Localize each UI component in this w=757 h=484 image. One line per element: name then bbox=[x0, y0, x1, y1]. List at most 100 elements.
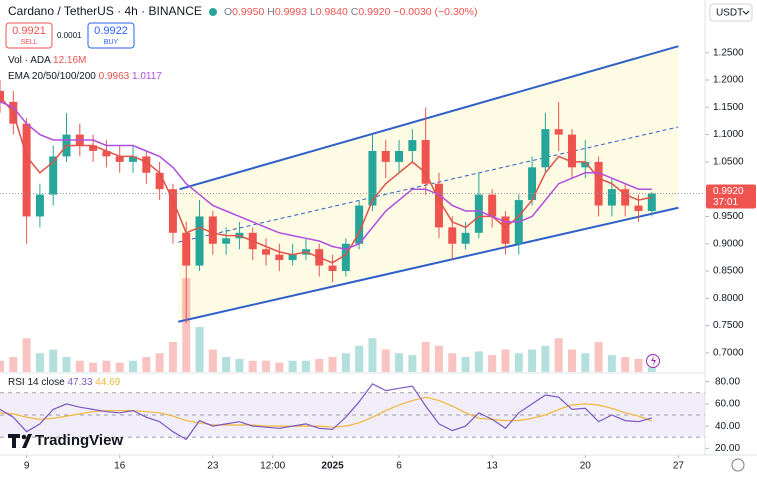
candle-body bbox=[49, 156, 58, 195]
rsi-ma-line bbox=[0, 396, 653, 428]
spread: 0.0001 bbox=[57, 31, 82, 40]
volume-bar bbox=[102, 360, 111, 372]
candle-body bbox=[634, 205, 643, 211]
buy-price: 0.9922 bbox=[94, 25, 128, 37]
volume-bar bbox=[541, 345, 550, 372]
volume-legend-label: Vol · ADA bbox=[8, 55, 51, 66]
ema-legend: EMA 20/50/100/200 0.9963 1.0117 bbox=[8, 71, 162, 82]
volume-bar bbox=[514, 353, 523, 372]
ohlc-key: O bbox=[224, 6, 232, 18]
candle-body bbox=[434, 183, 443, 228]
rsi-legend-label: RSI 14 close bbox=[8, 377, 65, 388]
candle-body bbox=[168, 189, 177, 233]
logo: TradingView bbox=[8, 432, 123, 449]
rsi-legend: RSI 14 close 47.33 44.69 bbox=[8, 377, 121, 388]
volume-bar bbox=[474, 351, 483, 372]
volume-bar bbox=[448, 353, 457, 372]
rsi-line bbox=[0, 383, 652, 441]
ohlc-change: −0.0030 (−0.30%) bbox=[393, 6, 477, 18]
candle-body bbox=[155, 172, 164, 190]
volume-bar bbox=[235, 358, 244, 372]
volume-bar bbox=[168, 342, 177, 372]
rsi-tick-label: 80.00 bbox=[715, 376, 740, 387]
volume-bar bbox=[621, 357, 630, 372]
volume-bar bbox=[222, 357, 231, 372]
y-tick-label: 0.9500 bbox=[713, 211, 744, 222]
settings-icon[interactable] bbox=[731, 458, 745, 472]
x-tick-label: 2025 bbox=[321, 461, 344, 472]
ohlc-value: 0.9993 bbox=[275, 6, 307, 18]
rsi-legend-value: 47.33 bbox=[67, 377, 92, 388]
volume-bar bbox=[647, 367, 656, 372]
volume-bar bbox=[634, 358, 643, 372]
rsi-tick-label: 20.00 bbox=[715, 443, 740, 454]
candle-body bbox=[115, 156, 124, 162]
volume-bar bbox=[275, 362, 284, 372]
x-tick-label: 13 bbox=[487, 461, 499, 472]
volume-bar bbox=[182, 278, 191, 372]
y-tick-label: 0.7000 bbox=[713, 348, 744, 359]
y-tick-label: 0.9000 bbox=[713, 238, 744, 249]
candle-body bbox=[368, 150, 377, 206]
trendline bbox=[178, 126, 679, 243]
volume-bar bbox=[115, 362, 124, 372]
rsi-tick-label: 40.00 bbox=[715, 421, 740, 432]
volume-bar bbox=[0, 360, 4, 372]
ohlc-value: 0.9920 bbox=[358, 6, 390, 18]
y-tick-label: 1.1000 bbox=[713, 129, 744, 140]
logo-dot bbox=[21, 434, 27, 440]
volume-bar bbox=[129, 360, 138, 372]
sell-button[interactable]: 0.9921 SELL bbox=[5, 22, 53, 49]
candle-body bbox=[355, 205, 364, 244]
candle-body bbox=[208, 216, 217, 244]
last-price-label: 0.9920 bbox=[713, 186, 744, 197]
volume-bar bbox=[49, 349, 58, 372]
candle-body bbox=[488, 194, 497, 217]
volume-bar bbox=[301, 360, 310, 372]
header: Cardano / TetherUS · 4h · BINANCE O0.995… bbox=[5, 3, 753, 472]
currency-button[interactable]: USDT bbox=[709, 3, 753, 22]
volume-bar bbox=[35, 353, 44, 372]
ohlc-value: 0.9840 bbox=[316, 6, 348, 18]
volume-bar bbox=[408, 355, 417, 372]
sell-box bbox=[5, 22, 53, 49]
volume-bar bbox=[567, 349, 576, 372]
x-tick-label: 9 bbox=[24, 461, 30, 472]
volume-bar bbox=[195, 327, 204, 372]
rsi-tick-label: 60.00 bbox=[715, 399, 740, 410]
symbol-title: Cardano / TetherUS · 4h · BINANCE bbox=[8, 4, 202, 18]
candle-body bbox=[421, 140, 430, 184]
volume-bar bbox=[315, 358, 324, 372]
x-tick-label: 20 bbox=[580, 461, 592, 472]
rsi-legend-value: 44.69 bbox=[95, 377, 120, 388]
volume-bar bbox=[62, 357, 71, 372]
volume-bar bbox=[461, 357, 470, 372]
candle-body bbox=[328, 265, 337, 272]
volume-bar bbox=[89, 362, 98, 372]
candle-body bbox=[341, 243, 350, 272]
volume-bar bbox=[75, 360, 84, 372]
logo-icon bbox=[8, 434, 32, 448]
candle-body bbox=[395, 150, 404, 162]
candle-body bbox=[129, 156, 138, 162]
ema-legend-value: 1.0117 bbox=[132, 71, 162, 82]
candle-body bbox=[541, 129, 550, 168]
candle-body bbox=[222, 238, 231, 244]
ema-line bbox=[0, 101, 652, 250]
sell-label: SELL bbox=[20, 39, 37, 46]
ema-legend-label: EMA 20/50/100/200 bbox=[8, 71, 96, 82]
y-tick-label: 1.1500 bbox=[713, 102, 744, 113]
dropdown-arrow bbox=[742, 10, 750, 15]
trendline bbox=[179, 45, 679, 191]
ohlc-key: H bbox=[267, 6, 275, 18]
volume-legend-value: 12.16M bbox=[53, 55, 86, 66]
volume-bar bbox=[607, 355, 616, 372]
candle-body bbox=[262, 249, 271, 255]
volume-bar bbox=[554, 338, 563, 372]
volume-bar bbox=[288, 360, 297, 372]
currency-label: USDT bbox=[716, 8, 743, 19]
y-tick-label: 1.2500 bbox=[713, 47, 744, 58]
buy-button[interactable]: 0.9922 BUY bbox=[87, 22, 135, 49]
x-tick-label: 16 bbox=[114, 461, 126, 472]
candle-body bbox=[501, 216, 510, 244]
